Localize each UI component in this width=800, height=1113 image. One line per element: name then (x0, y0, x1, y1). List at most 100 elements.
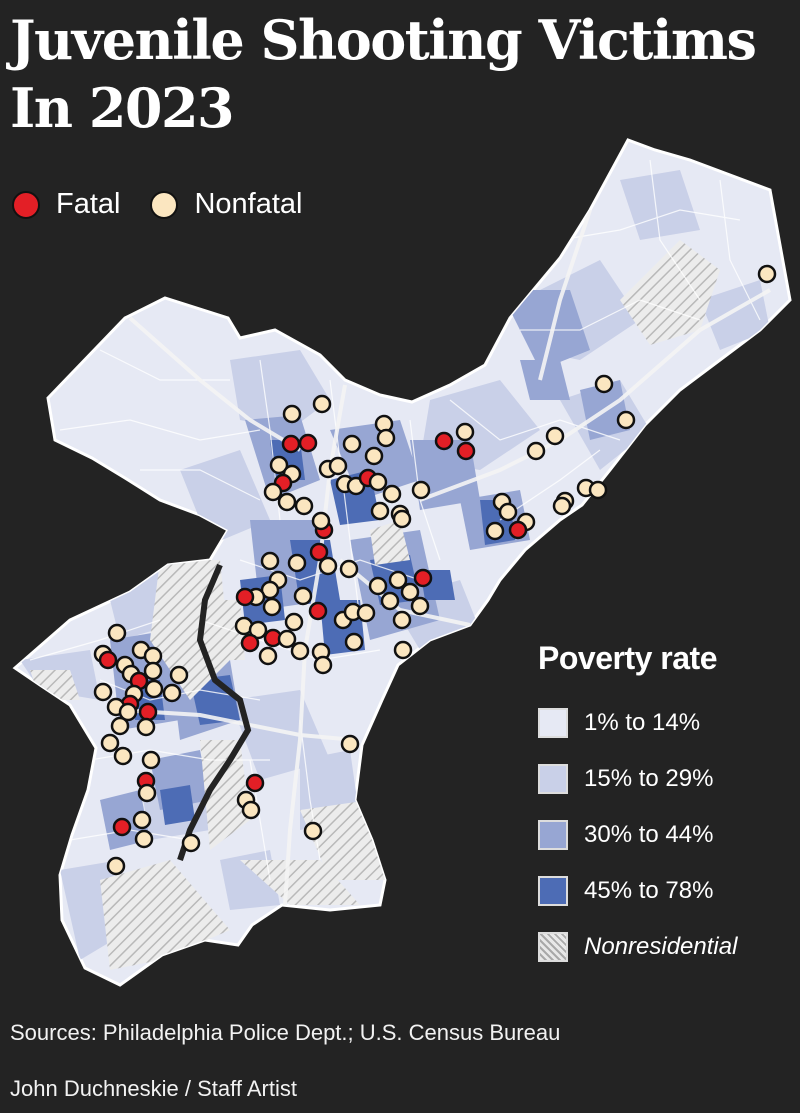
nonfatal-dot (100, 733, 120, 753)
nonfatal-dot (113, 746, 133, 766)
nonfatal-dot (594, 374, 614, 394)
nonfatal-dot (282, 404, 302, 424)
nonfatal-dot (258, 646, 278, 666)
nonfatal-dot (342, 434, 362, 454)
swatch-1-14 (538, 708, 568, 738)
nonfatal-dot (455, 422, 475, 442)
nonfatal-dot (368, 576, 388, 596)
nonfatal-dot (162, 683, 182, 703)
nonfatal-dot (388, 570, 408, 590)
nonfatal-dot (370, 501, 390, 521)
poverty-label: 15% to 29% (584, 765, 714, 792)
nonfatal-dot (137, 783, 157, 803)
nonfatal-dot (364, 446, 384, 466)
nonfatal-dot (356, 603, 376, 623)
nonfatal-dot (382, 484, 402, 504)
poverty-label: 45% to 78% (584, 877, 714, 904)
poverty-legend-item: Nonresidential (538, 919, 788, 975)
fatal-dot (240, 633, 260, 653)
nonfatal-dot (181, 833, 201, 853)
nonfatal-dot (118, 702, 138, 722)
nonfatal-dot (376, 428, 396, 448)
nonfatal-dot (616, 410, 636, 430)
page-title: Juvenile Shooting Victims In 2023 (10, 6, 790, 142)
fatal-dot (235, 587, 255, 607)
shooting-victim-dots (93, 264, 777, 876)
nonfatal-dot (269, 455, 289, 475)
nonfatal-dot (107, 623, 127, 643)
fatal-dot (281, 434, 301, 454)
nonfatal-dot (552, 496, 572, 516)
nonfatal-dot (485, 521, 505, 541)
nonfatal-dot (262, 597, 282, 617)
nonfatal-dot (260, 551, 280, 571)
swatch-30-44 (538, 820, 568, 850)
fatal-dot (309, 542, 329, 562)
fatal-dot (308, 601, 328, 621)
title-line-1: Juvenile Shooting Victims (10, 8, 757, 72)
nonfatal-dot (312, 394, 332, 414)
schuylkill-river (177, 563, 252, 861)
fatal-dot (138, 702, 158, 722)
fatal-dot-icon (12, 190, 40, 219)
nonfatal-dot (311, 511, 331, 531)
poverty-legend-item: 1% to 14% (538, 695, 788, 751)
nonfatal-dot (368, 472, 388, 492)
nonfatal-dot (143, 661, 163, 681)
nonfatal-dot (392, 610, 412, 630)
nonfatal-dot (136, 717, 156, 737)
nonfatal-dot (132, 810, 152, 830)
nonfatal-dot (313, 655, 333, 675)
poverty-legend: Poverty rate 1% to 14% 15% to 29% 30% to… (538, 640, 788, 975)
nonfatal-dot (290, 641, 310, 661)
nonfatal-dot (294, 496, 314, 516)
nonfatal-dot (287, 553, 307, 573)
nonfatal-dot (328, 456, 348, 476)
nonfatal-dot (545, 426, 565, 446)
nonfatal-dot (411, 480, 431, 500)
nonfatal-dot (526, 441, 546, 461)
fatal-dot (298, 433, 318, 453)
nonfatal-dot (106, 856, 126, 876)
nonfatal-dot (284, 612, 304, 632)
fatal-dot (245, 773, 265, 793)
fatal-dot (456, 441, 476, 461)
nonfatal-dot (340, 734, 360, 754)
poverty-legend-title: Poverty rate (538, 640, 717, 676)
nonfatal-dot (293, 586, 313, 606)
fatal-dot (413, 568, 433, 588)
poverty-legend-item: 15% to 29% (538, 751, 788, 807)
legend-fatal: Fatal (12, 188, 120, 221)
nonfatal-dot (392, 509, 412, 529)
poverty-label: 1% to 14% (584, 709, 701, 736)
nonfatal-dot (344, 632, 364, 652)
nonfatal-dot (144, 679, 164, 699)
swatch-15-29 (538, 764, 568, 794)
poverty-legend-item: 30% to 44% (538, 807, 788, 863)
nonfatal-dot (110, 716, 130, 736)
legend-nonfatal-label: Nonfatal (194, 188, 303, 220)
fatal-dot (508, 520, 528, 540)
poverty-label: 30% to 44% (584, 821, 714, 848)
nonfatal-dot-icon (150, 190, 179, 219)
nonfatal-dot (277, 629, 297, 649)
nonfatal-dot (241, 800, 261, 820)
fatal-dot (98, 650, 118, 670)
artist-credit: John Duchneskie / Staff Artist (10, 1076, 297, 1101)
nonfatal-dot (380, 591, 400, 611)
nonfatal-dot (498, 502, 518, 522)
nonfatal-dot (757, 264, 777, 284)
nonfatal-dot (400, 582, 420, 602)
nonfatal-dot (93, 682, 113, 702)
nonfatal-dot (393, 640, 413, 660)
nonfatal-dot (143, 646, 163, 666)
victim-legend: Fatal Nonfatal (12, 188, 333, 221)
nonfatal-dot (588, 480, 608, 500)
nonfatal-dot (134, 829, 154, 849)
poverty-legend-item: 45% to 78% (538, 863, 788, 919)
nonfatal-dot (277, 492, 297, 512)
fatal-dot (434, 431, 454, 451)
swatch-nonresidential (538, 932, 568, 962)
legend-nonfatal: Nonfatal (150, 188, 303, 221)
